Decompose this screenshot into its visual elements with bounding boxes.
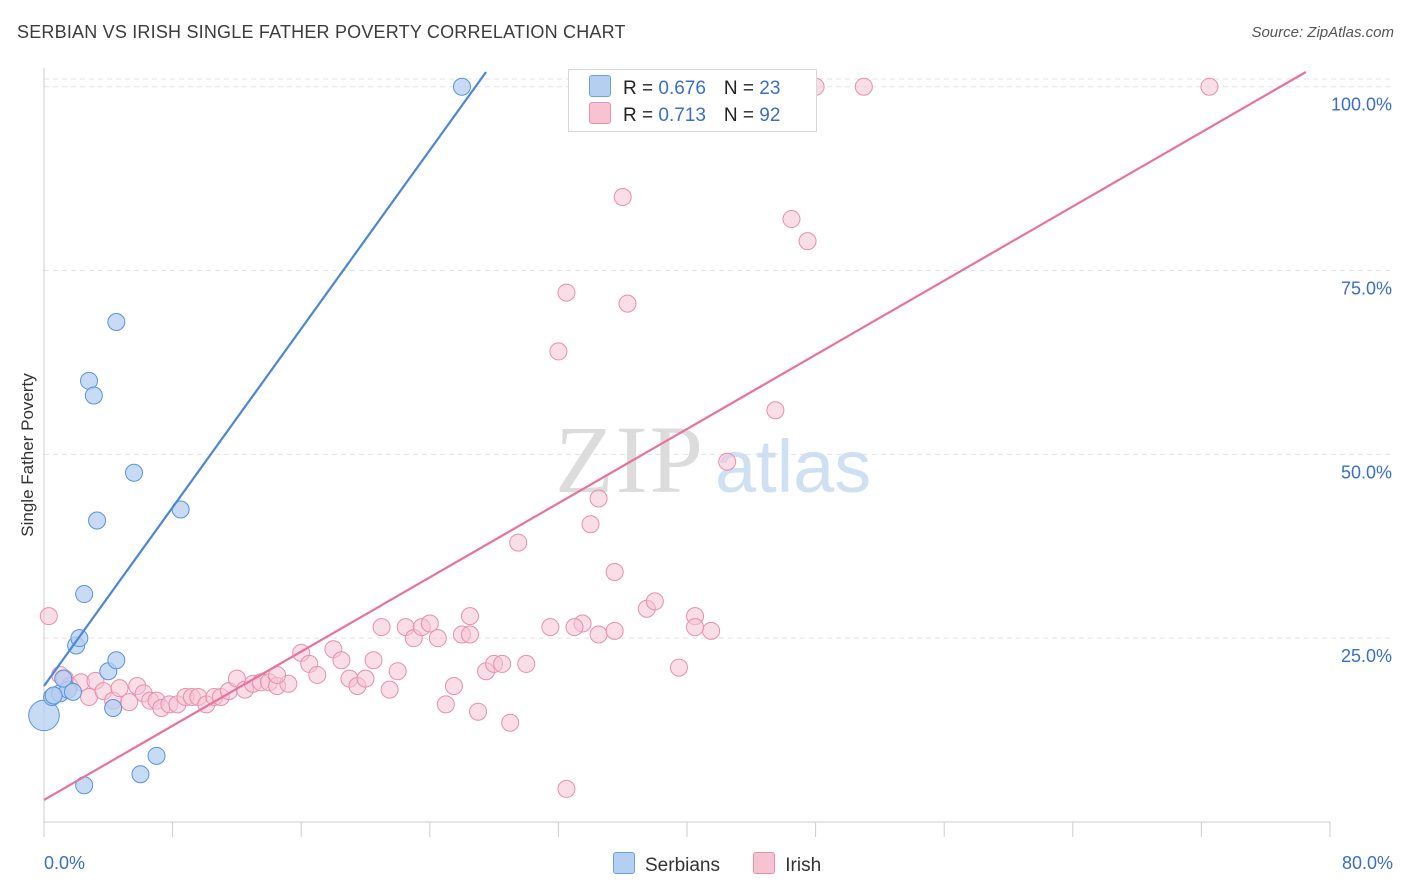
serbian-point [125,463,144,482]
series-legend: Serbians Irish [613,852,849,877]
irish-point [605,621,624,640]
irish-point [501,713,520,732]
watermark: ZIP atlas [555,406,871,513]
serbian-point [54,669,73,688]
serbian-point [63,682,82,701]
irish-point [364,651,383,670]
irish-point [589,625,608,644]
legend-r-value: 0.713 [658,105,706,126]
irish-point [581,515,600,534]
y-tick-label: 100.0% [1331,95,1392,115]
irish-point [686,618,705,637]
irish-point [718,452,737,471]
irish-point [557,283,576,302]
x-tick-label: 80.0% [1342,853,1393,873]
irish-point [372,618,391,637]
serbian-point [107,651,126,670]
legend-swatch-irish [589,102,611,124]
irish-point [589,489,608,508]
irish-point [39,607,58,626]
irish-point [798,232,817,251]
irish-point [120,693,139,712]
legend-item-irish[interactable]: Irish [753,852,821,877]
irish-point [493,654,512,673]
irish-point [565,618,584,637]
irish-point [509,533,528,552]
irish-point [388,662,407,681]
irish-point [332,651,351,670]
serbian-point [84,386,103,405]
series-serbians-points [28,77,471,795]
serbian-point [88,511,107,530]
legend-n-value: 92 [759,105,781,126]
y-tick-label: 25.0% [1341,646,1392,666]
serbian-point [131,765,150,784]
tick-labels: 25.0% 50.0% 75.0% 100.0% 0.0% 80.0% [44,95,1393,873]
legend-row-irish: R = 0.713 N = 92 [589,102,780,126]
trend-lines [43,71,1307,801]
watermark-atlas: atlas [715,425,871,508]
watermark-zip: ZIP [555,406,705,513]
irish-point [702,621,721,640]
irish-point [460,607,479,626]
legend-swatch-irish [753,852,776,874]
source-label: Source: ZipAtlas.com [1251,24,1394,41]
legend-item-serbians[interactable]: Serbians [613,852,720,877]
irish-point [436,695,455,714]
irish-point [557,779,576,798]
grid-lines [44,78,1392,639]
irish-point [549,342,568,361]
irish-point [613,188,632,206]
irish-point [308,665,327,684]
legend-n-value: 23 [759,78,781,99]
serbian-point [75,585,94,604]
irish-point [110,679,129,698]
legend-n-label: N = [723,78,760,99]
irish-trend-line [43,71,1307,801]
irish-point [618,294,637,313]
irish-point [605,563,624,581]
legend-swatch-serbians [613,852,635,874]
irish-point [420,614,439,633]
legend-r-label: R = [623,78,659,99]
legend-r-label: R = [623,105,659,126]
x-tick-label: 0.0% [44,853,85,873]
correlation-legend: R = 0.676 N = 23 R = 0.713 N = 92 [568,69,817,132]
serbians-trend-line [43,71,487,687]
irish-point [645,592,664,611]
irish-point [469,702,488,721]
serbian-point [107,313,126,331]
irish-point [444,676,463,695]
legend-row-serbians: R = 0.676 N = 23 [589,75,780,99]
irish-point [854,77,873,96]
irish-point [669,658,688,677]
y-tick-label: 50.0% [1341,462,1392,482]
irish-point [766,401,785,420]
irish-point [782,210,801,229]
chart-title: SERBIAN VS IRISH SINGLE FATHER POVERTY C… [17,22,626,42]
y-tick-label: 75.0% [1341,279,1392,299]
irish-point [380,680,399,699]
legend-n-label: N = [723,105,760,126]
legend-label-serbians: Serbians [645,855,720,876]
legend-swatch-serbians [589,75,611,97]
irish-point [1200,77,1219,96]
serbian-point [44,686,63,705]
irish-point [428,629,447,648]
irish-point [517,654,536,673]
serbian-point [147,746,166,765]
serbian-point [452,77,471,96]
irish-point [356,669,375,688]
legend-label-irish: Irish [785,855,822,876]
serbian-point [104,699,123,718]
irish-point [460,625,479,644]
legend-r-value: 0.676 [658,78,706,99]
irish-point [541,618,560,637]
